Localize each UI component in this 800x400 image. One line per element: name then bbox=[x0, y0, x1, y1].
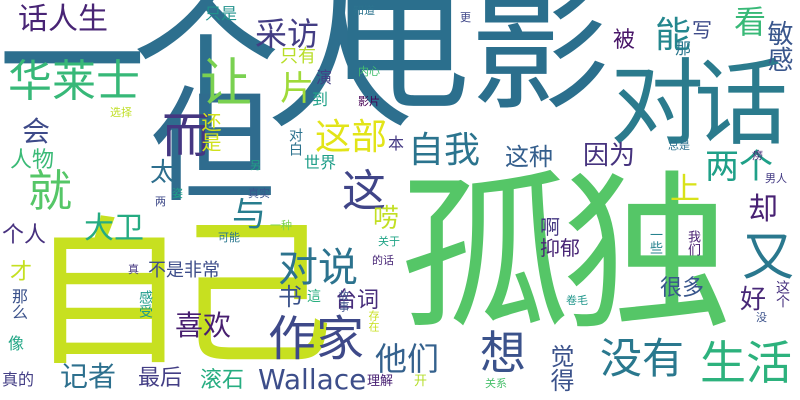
word-zhege: 这个 bbox=[774, 280, 790, 308]
word-guanxi: 关系 bbox=[485, 377, 507, 390]
word-pian: 片 bbox=[280, 69, 314, 109]
word-a: 啊 bbox=[540, 215, 560, 239]
word-xihuan: 喜欢 bbox=[175, 309, 232, 342]
word-ben: 本 bbox=[388, 134, 405, 153]
word-huarensheng: 话人生 bbox=[18, 2, 108, 37]
word-ling: 另 bbox=[250, 159, 261, 172]
word-zhebu: 这部 bbox=[315, 117, 388, 158]
word-hui: 会 bbox=[22, 115, 51, 148]
word-mei: 没 bbox=[756, 311, 767, 324]
word-zhezhong: 这种 bbox=[505, 143, 553, 171]
word-shu: 书 bbox=[278, 283, 302, 311]
word-shang: 上 bbox=[670, 172, 700, 207]
word-jizhe: 记者 bbox=[60, 360, 117, 393]
word-dao: 到 bbox=[312, 90, 329, 109]
word-ganshou: 感受 bbox=[137, 290, 153, 318]
word-dawei: 大卫 bbox=[84, 211, 144, 246]
word-haishi: 还是 bbox=[198, 112, 222, 152]
word-cunzai: 存在 bbox=[367, 310, 380, 332]
word-yizhong: 一种 bbox=[270, 219, 292, 232]
word-xiang: 想 bbox=[480, 326, 526, 380]
word-rang: 让 bbox=[200, 54, 253, 114]
word-liang: 两 bbox=[155, 195, 166, 208]
word-you: 又 bbox=[742, 228, 795, 288]
word-jiu: 就 bbox=[28, 166, 72, 217]
word-yigeren: 一个人 bbox=[0, 0, 414, 150]
word-bushifeichang: 不是非常 bbox=[148, 260, 220, 281]
word-yixie: 一些 bbox=[647, 228, 662, 254]
word-lao: 唠 bbox=[373, 204, 400, 234]
word-liangge: 两个 bbox=[705, 147, 773, 187]
word-women: 我们 bbox=[685, 230, 700, 256]
word-xiang2: 像 bbox=[8, 334, 25, 353]
word-kai: 开 bbox=[414, 374, 428, 389]
word-dehua: 的话 bbox=[372, 254, 394, 267]
word-zi: 姿 bbox=[172, 187, 183, 200]
word-zuihou: 最后 bbox=[138, 366, 183, 391]
word-er: 而 bbox=[162, 108, 211, 164]
word-zhen: 真 bbox=[128, 263, 139, 276]
word-yu: 与 bbox=[232, 195, 266, 235]
word-tai: 太 bbox=[150, 158, 177, 188]
word-na: 那 bbox=[672, 40, 691, 56]
word-yingpian: 影片 bbox=[358, 95, 380, 108]
word-gunshi: 滚石 bbox=[200, 368, 245, 393]
word-juede: 觉得 bbox=[546, 344, 574, 392]
word-hao: 好 bbox=[740, 285, 767, 315]
word-zhe: 这 bbox=[342, 166, 386, 217]
word-yan: 演 bbox=[316, 68, 333, 87]
word-keneng: 可能 bbox=[218, 231, 240, 244]
word-geren: 个人 bbox=[2, 223, 47, 248]
word-dianying: 电影 bbox=[330, 0, 611, 131]
word-xuanze: 选择 bbox=[110, 106, 132, 119]
word-lao2: 痨 bbox=[752, 149, 763, 162]
word-gushi: 故事 bbox=[337, 290, 350, 312]
word-geng: 更 bbox=[460, 11, 471, 24]
word-henduo: 很多 bbox=[660, 276, 705, 301]
word-tamen: 他们 bbox=[375, 340, 440, 378]
word-cai: 才 bbox=[10, 260, 33, 285]
word-duibai: 对白 bbox=[287, 128, 303, 156]
word-neixin: 内心 bbox=[358, 65, 380, 78]
word-zhishi: 只是 bbox=[205, 4, 238, 23]
word-caifang: 采访 bbox=[255, 15, 320, 53]
word-dan: 但 bbox=[150, 75, 275, 220]
word-yiyu: 抑郁 bbox=[540, 236, 580, 260]
word-zhiyou: 只有 bbox=[280, 46, 316, 67]
word-nanren: 男人 bbox=[765, 172, 787, 185]
word-shenghuo: 生活 bbox=[700, 336, 792, 390]
word-taici: 台词 bbox=[335, 288, 380, 313]
word-zhe2: 這 bbox=[307, 289, 321, 305]
word-guanyu: 关于 bbox=[378, 235, 400, 248]
word-neng: 能 bbox=[655, 15, 692, 56]
word-xie: 写 bbox=[692, 18, 712, 42]
word-kan: 看 bbox=[734, 3, 767, 41]
word-duihua: 对话 bbox=[610, 50, 788, 159]
word-lijie: 理解 bbox=[367, 374, 394, 389]
word-zhidao: 知道 bbox=[353, 4, 375, 17]
word-duishuo: 对说 bbox=[278, 245, 358, 291]
word-renwu: 人物 bbox=[10, 148, 55, 173]
word-wallace: Wallace bbox=[258, 363, 367, 396]
word-mingan: 敏感 bbox=[763, 20, 793, 72]
word-zhende: 真的 bbox=[2, 370, 35, 389]
word-zhenshi: 真实 bbox=[248, 187, 270, 200]
word-juanmao: 卷毛 bbox=[566, 294, 588, 307]
word-gudu: 孤独 bbox=[400, 156, 732, 354]
word-hualaishi: 华莱士 bbox=[8, 56, 140, 107]
word-bei: 被 bbox=[613, 28, 636, 53]
word-meiyou: 没有 bbox=[600, 334, 685, 383]
word-que: 却 bbox=[748, 192, 778, 227]
word-ziji: 自己 bbox=[28, 201, 334, 388]
word-zongshi: 总是 bbox=[668, 139, 690, 152]
word-shijie: 世界 bbox=[304, 153, 337, 172]
word-yinwei: 因为 bbox=[583, 141, 636, 171]
word-name: 那么 bbox=[9, 288, 28, 320]
word-zuojia: 作家 bbox=[268, 311, 365, 367]
word-ziwo: 自我 bbox=[408, 130, 481, 171]
